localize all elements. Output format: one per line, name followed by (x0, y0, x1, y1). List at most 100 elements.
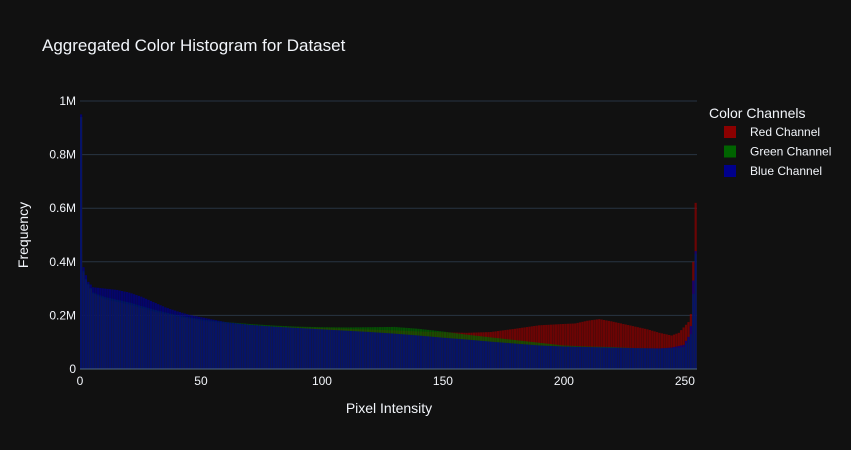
histogram-bar (239, 323, 242, 369)
histogram-bar (583, 346, 586, 369)
histogram-bar (521, 344, 524, 369)
histogram-bar (431, 336, 435, 369)
histogram-bar (410, 334, 413, 369)
y-tick-label: 0.4M (49, 255, 76, 269)
histogram-bar (113, 289, 116, 369)
legend-label: Red Channel (750, 125, 820, 139)
histogram-bar (82, 267, 85, 369)
histogram-bar (388, 333, 391, 369)
histogram-bar (398, 334, 401, 369)
histogram-bar (133, 294, 136, 369)
histogram-bar (161, 306, 165, 369)
histogram-bar (453, 338, 456, 369)
histogram-bar (318, 329, 321, 369)
histogram-bar (422, 335, 425, 369)
histogram-bar (171, 309, 174, 369)
histogram-bar (330, 329, 333, 369)
histogram-bar (610, 321, 613, 369)
histogram-bar (190, 315, 194, 369)
histogram-bar (340, 330, 343, 369)
histogram-bar (210, 319, 213, 369)
histogram-bar (619, 323, 623, 369)
histogram-bar (658, 348, 661, 369)
histogram-bar (104, 288, 107, 369)
histogram-bar (692, 280, 695, 369)
legend-item-green-channel[interactable]: Green Channel (724, 145, 831, 159)
histogram-bar (308, 328, 312, 369)
histogram-bar (593, 319, 596, 369)
histogram-bar (202, 317, 206, 369)
histogram-bar (236, 323, 239, 369)
histogram-bar (369, 332, 372, 369)
histogram-bar (545, 345, 548, 369)
histogram-bar (347, 330, 350, 369)
histogram-bar (383, 332, 386, 369)
histogram-bar (342, 330, 345, 369)
legend-swatch (724, 145, 736, 158)
histogram-bar (523, 344, 526, 369)
histogram-bar (499, 342, 502, 369)
histogram-bar (537, 345, 541, 369)
histogram-bar (549, 345, 553, 369)
histogram-bar (576, 322, 579, 369)
histogram-bar (617, 347, 620, 369)
histogram-bar (419, 335, 422, 369)
bars-layer (80, 114, 697, 370)
histogram-bar (598, 347, 601, 369)
histogram-bar (128, 292, 131, 369)
histogram-bar (393, 333, 396, 369)
histogram-bar (624, 347, 627, 369)
histogram-bar (605, 347, 608, 369)
histogram-bar (465, 339, 468, 369)
histogram-bar (631, 348, 635, 369)
histogram-bar (374, 332, 377, 369)
histogram-bar (335, 330, 338, 369)
histogram-bar (198, 316, 201, 369)
histogram-bar (600, 319, 603, 369)
histogram-bar (205, 318, 208, 369)
histogram-bar (504, 342, 507, 369)
histogram-bar (181, 312, 184, 369)
histogram-bar (547, 345, 550, 369)
histogram-bar (581, 321, 584, 369)
histogram-bar (680, 345, 683, 369)
histogram-bar (648, 348, 651, 369)
histogram-bar (395, 333, 398, 369)
histogram-bar (183, 313, 186, 369)
histogram-bar (106, 288, 109, 369)
histogram-bar (513, 343, 516, 369)
histogram-bar (366, 331, 369, 369)
histogram-bar (682, 344, 685, 369)
histogram-bar (619, 347, 623, 369)
histogram-bar (677, 345, 680, 369)
histogram-bar (463, 339, 466, 369)
histogram-bar (316, 329, 319, 369)
histogram-bar (424, 336, 427, 369)
histogram-bar (528, 344, 531, 369)
histogram-bar (612, 321, 615, 369)
x-tick-label: 100 (312, 374, 332, 388)
histogram-bar (492, 341, 495, 369)
legend: Color Channels Red Channel Green Channel B… (709, 105, 831, 178)
histogram-bar (376, 332, 379, 369)
x-axis-title: Pixel Intensity (346, 400, 432, 416)
histogram-bar (593, 347, 596, 369)
histogram-bar (125, 292, 128, 369)
histogram-bar (135, 295, 138, 369)
histogram-bar (615, 347, 618, 369)
histogram-bar (443, 337, 447, 369)
histogram-bar (441, 337, 444, 369)
legend-item-blue-channel[interactable]: Blue Channel (724, 164, 822, 178)
histogram-bar (615, 322, 618, 369)
histogram-bar (267, 326, 271, 369)
axes: 0 0.2M 0.4M 0.6M 0.8M 1M 0 50 100 150 200 250 (49, 94, 697, 388)
y-tick-label: 0.8M (49, 148, 76, 162)
histogram-bar (617, 322, 620, 369)
histogram-bar (321, 329, 324, 369)
legend-item-red-channel[interactable]: Red Channel (724, 125, 820, 139)
chart-title: Aggregated Color Histogram for Dataset (42, 36, 346, 55)
histogram-bar (272, 326, 275, 369)
histogram-bar (590, 347, 594, 369)
histogram-bar (598, 319, 601, 369)
